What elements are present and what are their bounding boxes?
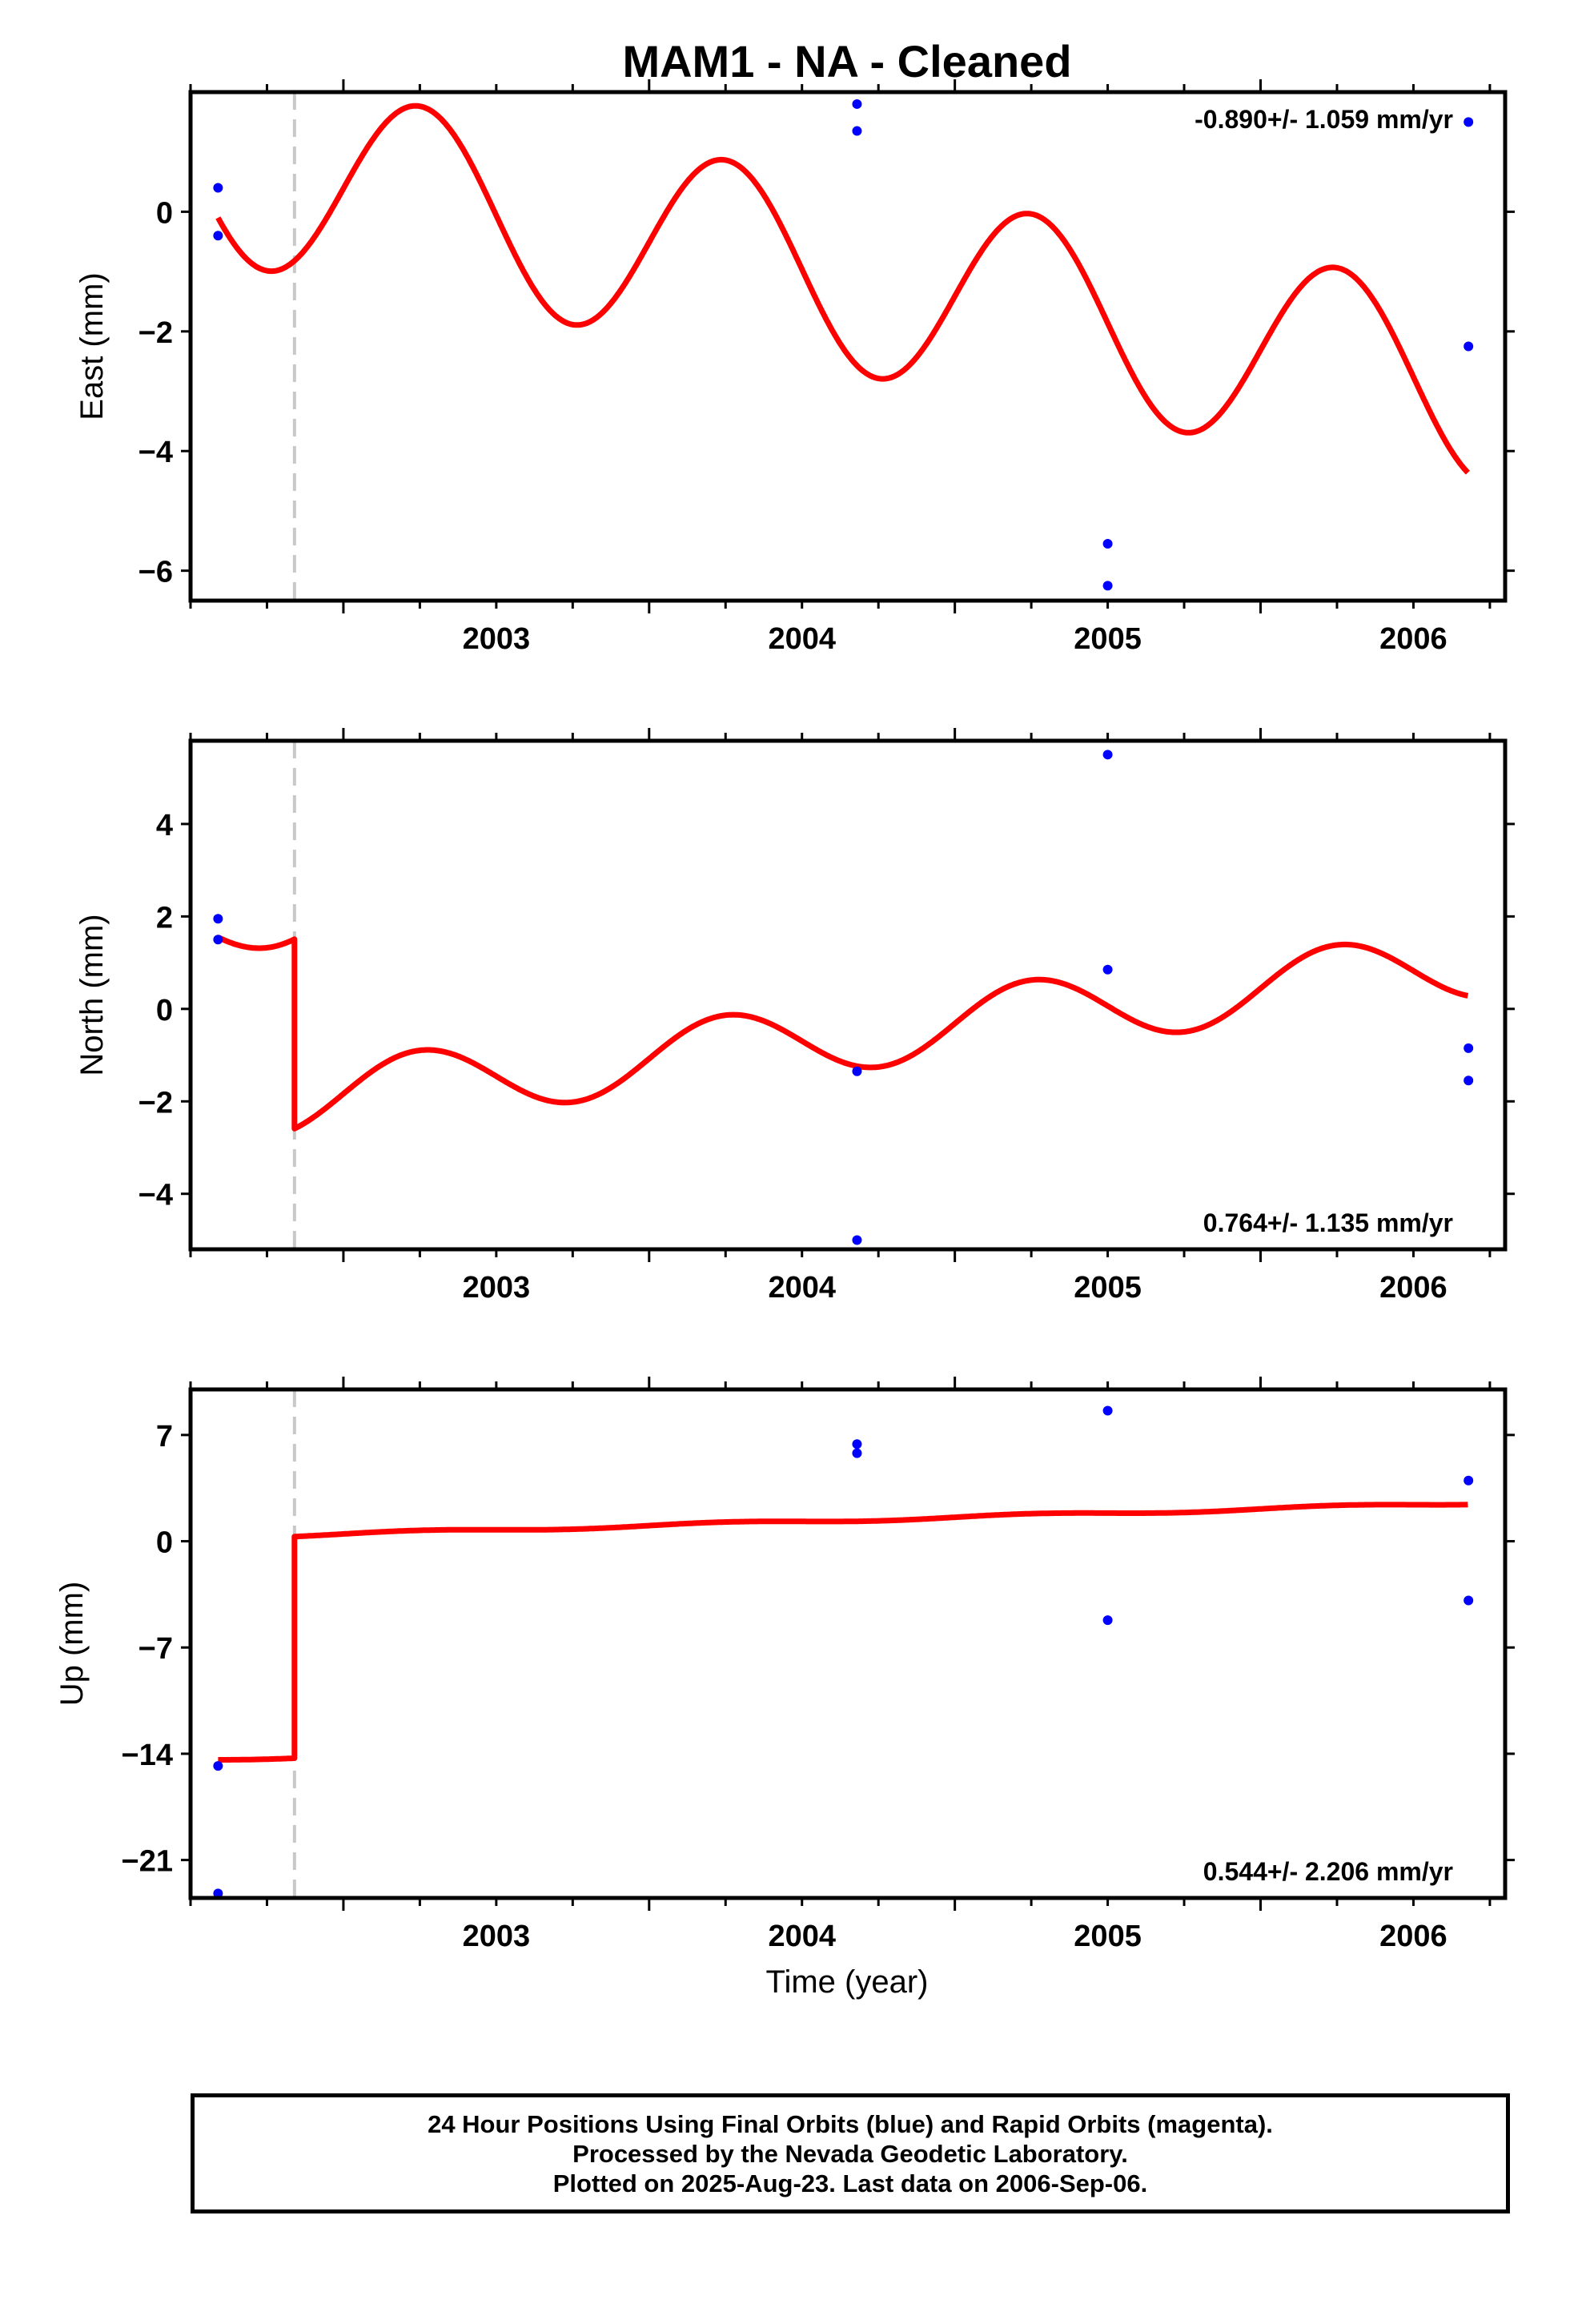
up-y-tick-label: −21 xyxy=(122,1845,173,1879)
north-y-tick-label: −4 xyxy=(139,1179,173,1212)
north-x-tick-label: 2005 xyxy=(1074,1271,1142,1305)
east-data-point xyxy=(852,99,862,109)
east-rate-label: -0.890+/- 1.059 mm/yr xyxy=(1195,105,1453,134)
east-x-tick-label: 2006 xyxy=(1379,622,1447,656)
up-x-tick-label: 2003 xyxy=(463,1920,531,1953)
east-x-tick-label: 2005 xyxy=(1074,622,1142,656)
up-rate-label: 0.544+/- 2.206 mm/yr xyxy=(1203,1857,1453,1886)
up-model-curve xyxy=(216,1502,1470,1763)
north-data-point xyxy=(213,935,223,945)
north-plot-frame xyxy=(188,738,1508,1252)
north-data-point xyxy=(852,1235,862,1245)
east-y-tick-label: −6 xyxy=(139,556,173,589)
north-y-tick-label: 4 xyxy=(156,809,173,842)
up-data-point xyxy=(1102,1615,1113,1626)
up-y-tick-label: −14 xyxy=(122,1739,173,1772)
east-y-tick-label: −4 xyxy=(139,436,173,469)
east-data-point xyxy=(213,231,223,241)
east-y-axis-label: East (mm) xyxy=(74,272,110,420)
up-data-point xyxy=(852,1448,862,1458)
up-y-axis-label: Up (mm) xyxy=(54,1582,90,1707)
north-x-tick-label: 2004 xyxy=(768,1271,836,1305)
up-data-point xyxy=(1464,1595,1474,1606)
up-y-tick-label: 0 xyxy=(156,1526,173,1560)
up-panel: −21 −14 −7 0 7 2003 2004 2005 2006 0.544+/- 2.206… xyxy=(54,1377,1515,1953)
north-model-curve xyxy=(216,935,1470,1132)
east-model-curve xyxy=(215,103,1470,475)
north-x-tick-label: 2003 xyxy=(463,1271,531,1305)
up-y-tick-label: −7 xyxy=(139,1632,173,1666)
east-data-point xyxy=(1464,341,1474,352)
north-rate-label: 0.764+/- 1.135 mm/yr xyxy=(1203,1208,1453,1237)
up-data-point xyxy=(852,1439,862,1449)
up-data-point xyxy=(213,1761,223,1771)
east-data-point xyxy=(1102,539,1113,549)
footer-line-2: Processed by the Nevada Geodetic Laborat… xyxy=(572,2139,1128,2168)
north-y-tick-label: 0 xyxy=(156,994,173,1027)
east-plot-frame xyxy=(188,90,1508,603)
x-axis-label: Time (year) xyxy=(766,1964,929,2000)
east-x-tick-label: 2003 xyxy=(463,622,531,656)
east-panel: −6 −4 −2 0 2003 2004 2005 2006 -0.890+/- 1.059 m… xyxy=(74,79,1515,656)
north-data-point xyxy=(1464,1076,1474,1086)
up-data-point xyxy=(1464,1475,1474,1486)
east-data-point xyxy=(1464,117,1474,127)
east-y-tick-label: 0 xyxy=(156,196,173,230)
north-data-point xyxy=(852,1066,862,1076)
east-data-point xyxy=(1102,581,1113,591)
up-plot-frame xyxy=(188,1387,1508,1900)
east-x-tick-label: 2004 xyxy=(768,622,836,656)
chart-title: MAM1 - NA - Cleaned xyxy=(622,36,1071,86)
footer-line-3: Plotted on 2025-Aug-23. Last data on 200… xyxy=(552,2169,1148,2197)
east-data-point xyxy=(852,126,862,136)
north-y-tick-label: 2 xyxy=(156,901,173,935)
up-x-tick-label: 2004 xyxy=(768,1920,836,1953)
footer-box: 24 Hour Positions Using Final Orbits (bl… xyxy=(191,2093,1510,2213)
north-y-tick-label: −2 xyxy=(139,1086,173,1120)
east-data-point xyxy=(213,183,223,193)
north-y-axis-label: North (mm) xyxy=(74,914,110,1076)
footer-line-1: 24 Hour Positions Using Final Orbits (bl… xyxy=(428,2109,1273,2138)
north-x-tick-label: 2006 xyxy=(1379,1271,1447,1305)
up-x-tick-label: 2006 xyxy=(1379,1920,1447,1953)
up-data-point xyxy=(1102,1405,1113,1416)
north-data-point xyxy=(213,914,223,924)
north-data-point xyxy=(1102,750,1113,760)
north-panel: −4 −2 0 2 4 2003 2004 2005 2006 0.764+/- 1.135 mm… xyxy=(74,728,1515,1305)
up-y-tick-label: 7 xyxy=(156,1420,173,1454)
north-data-point xyxy=(1464,1043,1474,1053)
up-x-tick-label: 2005 xyxy=(1074,1920,1142,1953)
up-data-point xyxy=(213,1888,223,1899)
north-data-point xyxy=(1102,964,1113,975)
east-y-tick-label: −2 xyxy=(139,316,173,350)
